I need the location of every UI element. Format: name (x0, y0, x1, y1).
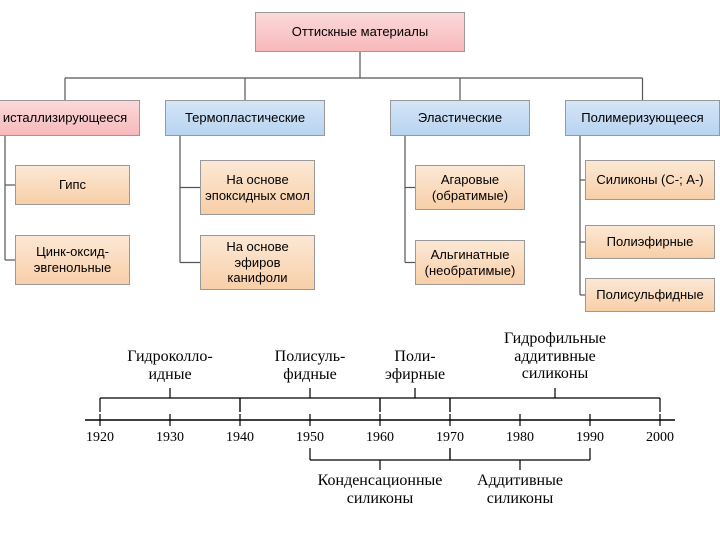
tree-child-5: Альгинатные (необратимые) (415, 240, 525, 285)
tree-child-7: Полиэфирные (585, 225, 715, 259)
tree-child-0: Гипс (15, 165, 130, 205)
tick-1930: 1930 (150, 430, 190, 446)
bottom-label-1: Аддитивныесиликоны (435, 472, 605, 507)
tree-child-1: Цинк-оксид-эвгенольные (15, 235, 130, 285)
tree-l2-2: Эластические (390, 100, 530, 136)
tick-1970: 1970 (430, 430, 470, 446)
tree-child-2: На основе эпоксидных смол (200, 160, 315, 215)
tree-l2-0: исталлизирующееся (0, 100, 140, 136)
tree-child-3: На основе эфиров канифоли (200, 235, 315, 290)
top-label-0: Гидроколло-идные (100, 348, 240, 383)
tree-l2-1: Термопластические (165, 100, 325, 136)
tree-root: Оттискные материалы (255, 12, 465, 52)
tick-1990: 1990 (570, 430, 610, 446)
tree-l2-3: Полимеризующееся (565, 100, 720, 136)
tick-2000: 2000 (640, 430, 680, 446)
tick-1960: 1960 (360, 430, 400, 446)
top-label-3: Гидрофильныеаддитивныесиликоны (485, 330, 625, 383)
tick-1920: 1920 (80, 430, 120, 446)
tree-child-4: Агаровые (обратимые) (415, 165, 525, 210)
tree-child-6: Силиконы (С-; А-) (585, 160, 715, 200)
tick-1950: 1950 (290, 430, 330, 446)
tree-child-8: Полисульфидные (585, 278, 715, 312)
top-label-2: Поли-эфирные (345, 348, 485, 383)
tick-1980: 1980 (500, 430, 540, 446)
tick-1940: 1940 (220, 430, 260, 446)
